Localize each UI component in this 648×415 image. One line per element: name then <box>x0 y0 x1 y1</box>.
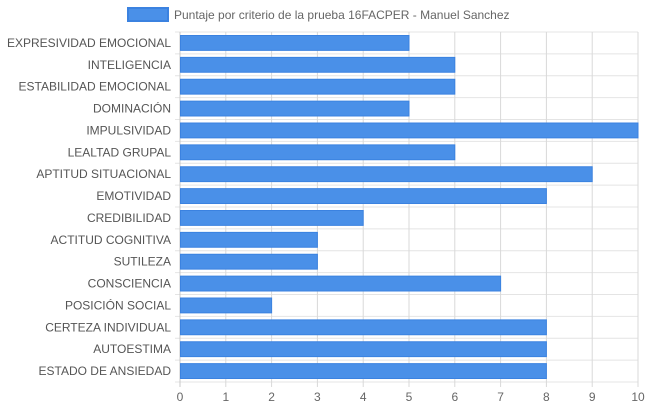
bars-layer <box>180 35 639 379</box>
category-label: CREDIBILIDAD <box>87 211 171 225</box>
x-tick-label: 9 <box>589 390 596 404</box>
bar <box>180 56 456 73</box>
bar <box>180 122 639 139</box>
bar <box>180 210 364 226</box>
x-tick-label: 6 <box>451 390 458 404</box>
legend-label: Puntaje por criterio de la prueba 16FACP… <box>174 8 510 22</box>
category-label: DOMINACIÓN <box>93 101 171 116</box>
category-label: POSICIÓN SOCIAL <box>65 297 171 312</box>
bar <box>180 253 318 270</box>
x-tick-label: 3 <box>314 390 321 404</box>
bar <box>180 144 456 161</box>
x-tick-label: 2 <box>268 390 275 404</box>
y-axis-labels: EXPRESIVIDAD EMOCIONAL INTELIGENCIA ESTABI… <box>7 36 171 378</box>
x-axis-labels: 0 1 2 3 4 5 6 7 8 9 10 <box>177 390 645 404</box>
bar <box>180 78 456 95</box>
category-label: ESTABILIDAD EMOCIONAL <box>19 80 172 94</box>
category-label: IMPULSIVIDAD <box>86 123 171 137</box>
category-label: AUTOESTIMA <box>93 342 171 356</box>
x-tick-label: 7 <box>497 390 504 404</box>
bar <box>180 297 273 314</box>
bar <box>180 275 502 292</box>
category-label: ESTADO DE ANSIEDAD <box>39 364 172 378</box>
category-label: EMOTIVIDAD <box>96 189 171 203</box>
x-tick-label: 5 <box>406 390 413 404</box>
bar <box>180 341 547 358</box>
x-tick-label: 1 <box>222 390 229 404</box>
chart-legend[interactable]: Puntaje por criterio de la prueba 16FACP… <box>127 7 510 22</box>
bar <box>180 363 547 379</box>
category-label: LEALTAD GRUPAL <box>68 145 172 159</box>
bar <box>180 188 547 204</box>
x-tick-label: 10 <box>631 390 645 404</box>
category-label: ACTITUD COGNITIVA <box>51 233 171 247</box>
x-tick-label: 0 <box>177 390 184 404</box>
category-label: APTITUD SITUACIONAL <box>36 167 171 181</box>
bar <box>180 35 410 51</box>
bar <box>180 166 593 183</box>
category-label: INTELIGENCIA <box>88 58 171 72</box>
legend-swatch <box>127 7 169 22</box>
category-label: EXPRESIVIDAD EMOCIONAL <box>7 36 171 50</box>
x-tick-label: 8 <box>543 390 550 404</box>
bar <box>180 319 547 336</box>
category-label: SUTILEZA <box>114 255 171 269</box>
bar <box>180 231 318 248</box>
x-tick-label: 4 <box>360 390 367 404</box>
category-label: CERTEZA INDIVIDUAL <box>45 320 171 334</box>
bar <box>180 100 410 117</box>
category-label: CONSCIENCIA <box>88 277 171 291</box>
